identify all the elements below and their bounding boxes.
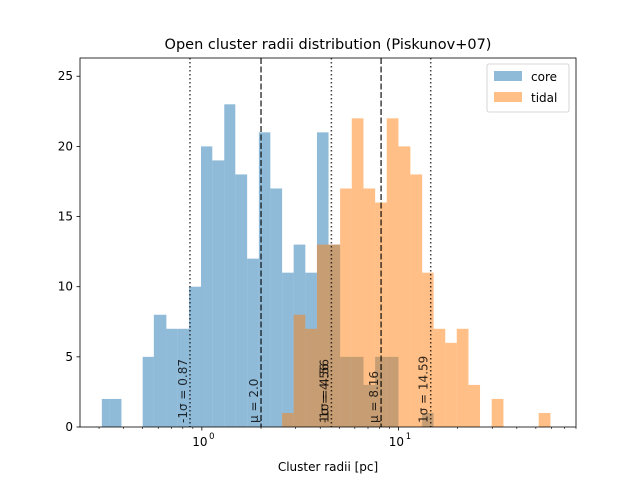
reference-lines-group: -1σ = 0.87 μ = 2.0 1σ = 4.56-1σ = 4.56 μ = … <box>176 58 432 427</box>
y-tick-label: 0 <box>65 420 73 434</box>
x-tick-exponent: 1 <box>406 432 411 442</box>
core-bar <box>177 328 189 427</box>
core-bar <box>282 272 294 427</box>
core-bar <box>200 146 213 427</box>
tidal-bar <box>398 146 411 427</box>
reference-line-label: -1σ = 0.87 <box>176 359 190 423</box>
reference-line-label: 1σ = 4.56 <box>317 363 331 423</box>
legend-swatch <box>494 71 522 81</box>
y-tick-label: 20 <box>58 139 73 153</box>
core-bar <box>109 398 122 427</box>
tidal-bar <box>410 174 423 427</box>
plot-frame <box>79 57 577 428</box>
core-bar <box>258 132 271 428</box>
y-tick-label: 15 <box>58 210 73 224</box>
tidal-bar <box>316 244 329 427</box>
tidal-bar <box>328 244 341 427</box>
core-bar <box>270 188 283 427</box>
core-bar <box>212 160 225 428</box>
tidal-bar <box>491 398 504 427</box>
core-bar <box>166 328 178 427</box>
legend-label: tidal <box>531 91 557 105</box>
reference-line-label: -1σ = 4.56 <box>317 359 331 423</box>
reference-line-label: μ = 8.16 <box>367 371 381 423</box>
tidal-bar <box>538 412 551 427</box>
reference-line-label: 1σ = 14.59 <box>417 356 431 423</box>
tidal-bar <box>433 328 446 427</box>
x-tick-label: 10 <box>389 435 404 449</box>
core-bar <box>153 314 167 427</box>
tidal-bar <box>305 328 317 427</box>
core-bar <box>247 258 259 427</box>
core-bar <box>235 174 248 427</box>
tidal-bar <box>351 118 364 427</box>
legend: core tidal <box>486 63 570 113</box>
tidal-bar <box>293 314 306 427</box>
x-axis-label: Cluster radii [pc] <box>278 460 378 474</box>
y-tick-label: 25 <box>58 69 73 83</box>
y-tick-label: 10 <box>58 280 73 294</box>
tidal-bar <box>340 188 352 427</box>
core-bar <box>224 104 236 428</box>
x-tick-label: 10 <box>192 435 207 449</box>
tidal-bar <box>456 328 469 427</box>
tidal-bar <box>363 188 376 427</box>
chart-title: Open cluster radii distribution (Piskuno… <box>165 37 492 53</box>
tidal-bar <box>422 272 434 427</box>
y-tick-label: 5 <box>65 350 73 364</box>
tidal-bar <box>468 384 481 427</box>
tidal-bar <box>445 342 457 427</box>
legend-swatch <box>494 92 522 102</box>
core-bar <box>188 286 201 427</box>
x-tick-exponent: 0 <box>209 432 214 442</box>
legend-label: core <box>531 70 557 84</box>
core-bar <box>101 398 110 427</box>
core-bar <box>142 356 154 427</box>
tidal-bar <box>386 118 399 427</box>
reference-line-label: μ = 2.0 <box>247 379 261 423</box>
tidal-bar <box>282 412 294 427</box>
